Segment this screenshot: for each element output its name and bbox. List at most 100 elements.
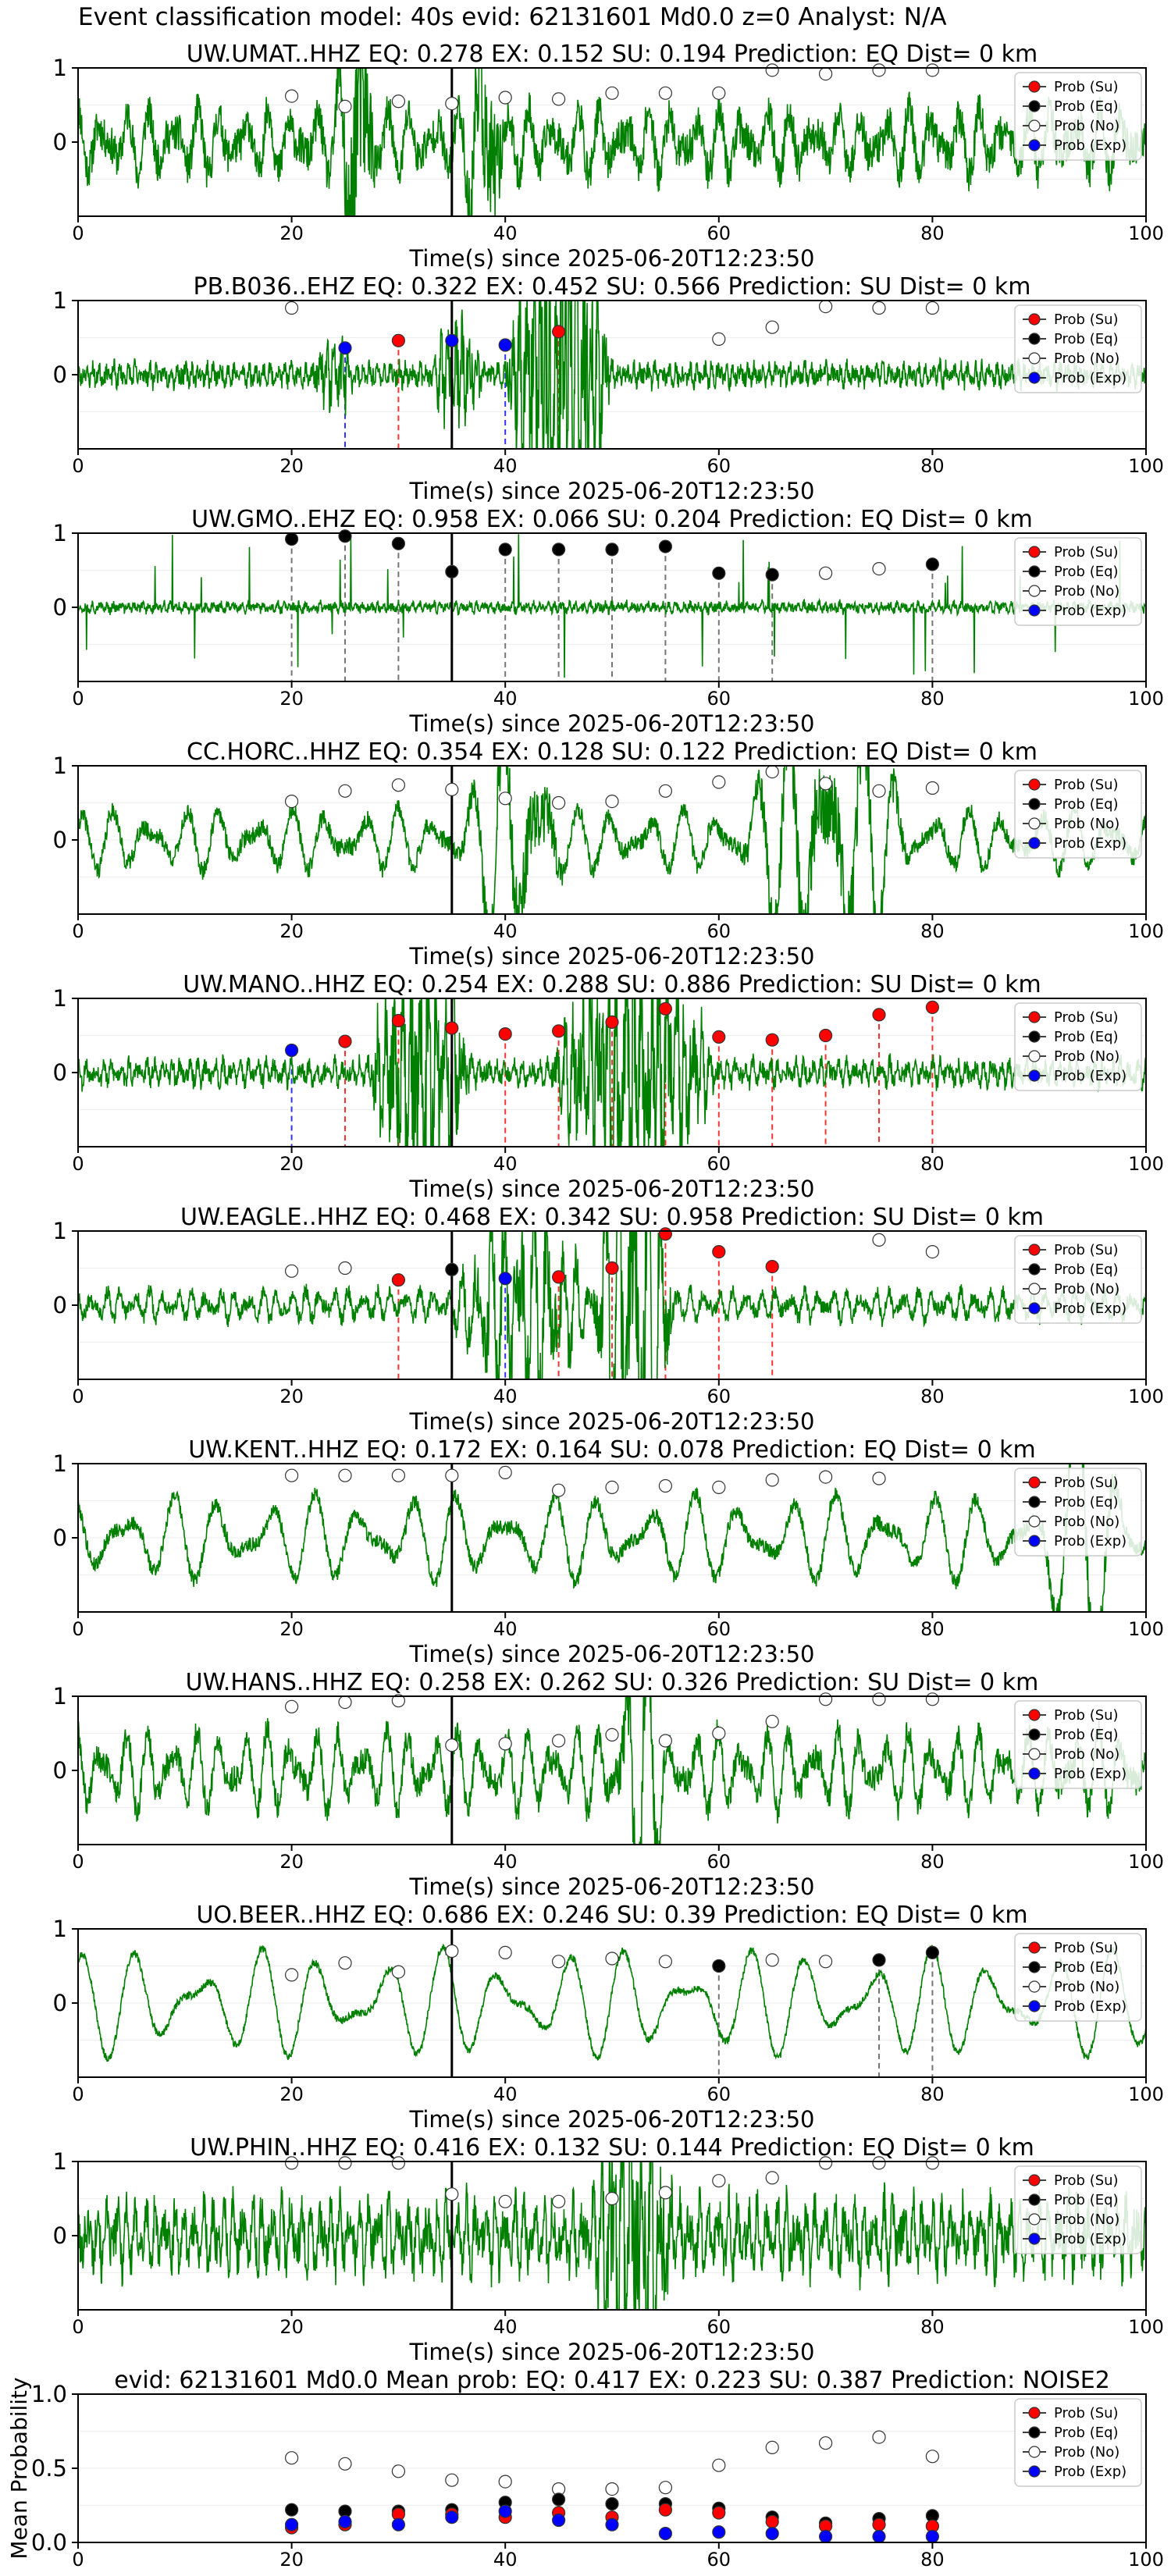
legend-label: Prob (Su) [1054, 1475, 1119, 1491]
legend-marker-exp [1028, 1069, 1041, 1082]
prob-point-no [498, 1465, 512, 1480]
x-tick-label: 20 [279, 2316, 304, 2338]
panel-title: UW.PHIN..HHZ EQ: 0.416 EX: 0.132 SU: 0.1… [190, 2134, 1034, 2161]
y-tick-label: 1 [53, 287, 67, 314]
mean-point-su [872, 2517, 886, 2532]
x-tick-label: 60 [707, 1851, 731, 1873]
x-tick-label: 60 [707, 1153, 731, 1175]
prob-point-su [551, 1024, 566, 1038]
legend-marker-exp [1028, 604, 1041, 617]
prob-point-no [551, 2194, 566, 2208]
legend-label: Prob (Exp) [1054, 1068, 1127, 1084]
y-tick-label: 0 [53, 594, 67, 621]
legend-marker-eq [1028, 565, 1041, 578]
mean-point-exp [338, 2514, 352, 2528]
prob-point-no [872, 2156, 886, 2170]
legend-label: Prob (Exp) [1054, 1533, 1127, 1550]
legend-marker-exp [1028, 837, 1041, 849]
x-tick-label: 20 [279, 1618, 304, 1640]
panel-title: evid: 62131601 Md0.0 Mean prob: EQ: 0.41… [114, 2367, 1110, 2394]
x-tick-label: 20 [279, 1386, 304, 1407]
x-tick-label: 40 [493, 2549, 518, 2571]
prob-point-no [605, 2191, 619, 2206]
y-tick-label: 0 [53, 1525, 67, 1551]
prob-point-no [551, 92, 566, 106]
prob-point-no [818, 2156, 833, 2170]
waveform-trace [78, 1464, 1146, 1612]
prob-point-su [712, 1244, 726, 1259]
prob-point-exp [285, 1043, 299, 1058]
prob-point-no [872, 301, 886, 315]
waveform-trace [78, 998, 1146, 1147]
prob-point-eq [925, 557, 940, 571]
prob-point-no [818, 1955, 833, 1969]
mean-point-exp [498, 2504, 512, 2518]
waveform-trace [78, 68, 1146, 216]
legend-label: Prob (Su) [1054, 777, 1119, 793]
panel-uo-beer--hhz: UO.BEER..HHZ EQ: 0.686 EX: 0.246 SU: 0.3… [53, 1902, 1164, 2133]
x-tick-label: 40 [493, 1851, 518, 1873]
prob-point-no [498, 1945, 512, 1959]
x-tick-label: 0 [72, 688, 84, 710]
mean-point-exp [765, 2527, 779, 2541]
legend-label: Prob (Exp) [1054, 1998, 1127, 2015]
legend-label: Prob (No) [1054, 1514, 1119, 1530]
mean-point-eq [285, 2503, 299, 2517]
waveform-trace [78, 534, 1146, 678]
y-tick-label: 0.0 [31, 2529, 67, 2556]
prob-point-exp [445, 333, 459, 347]
prob-point-no [391, 1468, 405, 1482]
mean-point-no [872, 2430, 886, 2444]
panel-uw-umat--hhz: UW.UMAT..HHZ EQ: 0.278 EX: 0.152 SU: 0.1… [53, 41, 1164, 272]
x-tick-label: 60 [707, 222, 731, 244]
prob-point-exp [338, 341, 352, 355]
legend-label: Prob (Eq) [1054, 1727, 1119, 1743]
legend-label: Prob (Exp) [1054, 835, 1127, 852]
mean-point-no [818, 2436, 833, 2450]
y-tick-label: 1 [53, 520, 67, 546]
prob-point-su [765, 1259, 779, 1274]
legend-label: Prob (Su) [1054, 1707, 1119, 1724]
panel-uw-hans--hhz: UW.HANS..HHZ EQ: 0.258 EX: 0.262 SU: 0.3… [53, 1669, 1164, 1900]
x-tick-label: 60 [707, 2549, 731, 2571]
mean-point-exp [658, 2527, 673, 2541]
prob-point-eq [551, 543, 566, 557]
legend-label: Prob (Exp) [1054, 2231, 1127, 2247]
x-tick-label: 100 [1128, 455, 1164, 477]
legend: Prob (Su) Prob (Eq) Prob (No) Prob (Exp) [1014, 72, 1142, 161]
prob-point-no [338, 1695, 352, 1710]
legend-marker-no [1028, 1515, 1041, 1528]
legend-label: Prob (Eq) [1054, 2192, 1119, 2208]
prob-point-eq [658, 539, 673, 553]
legend-label: Prob (No) [1054, 583, 1119, 600]
y-tick-label: 1 [53, 985, 67, 1012]
legend-label: Prob (Eq) [1054, 98, 1119, 115]
prob-point-no [658, 784, 673, 798]
legend-label: Prob (No) [1054, 2211, 1119, 2228]
x-axis-label: Time(s) since 2025-06-20T12:23:50 [409, 2106, 815, 2133]
legend-label: Prob (No) [1054, 1281, 1119, 1297]
prob-point-eq [445, 1262, 459, 1277]
prob-point-su [605, 1015, 619, 1030]
legend-marker-no [1028, 352, 1041, 365]
mean-point-no [391, 2464, 405, 2478]
y-tick-label: 1 [53, 55, 67, 81]
panel-uw-phin--hhz: UW.PHIN..HHZ EQ: 0.416 EX: 0.132 SU: 0.1… [53, 2134, 1164, 2365]
y-tick-label: 0 [53, 2222, 67, 2249]
prob-point-no [712, 775, 726, 789]
x-tick-label: 40 [493, 2083, 518, 2105]
mean-point-su [658, 2503, 673, 2517]
x-tick-label: 80 [920, 222, 945, 244]
prob-point-eq [872, 1953, 886, 1967]
mean-point-su [765, 2514, 779, 2528]
panel-title: UW.EAGLE..HHZ EQ: 0.468 EX: 0.342 SU: 0.… [180, 1204, 1044, 1231]
mean-point-su [712, 2506, 726, 2520]
x-tick-label: 40 [493, 920, 518, 942]
prob-point-su [658, 1227, 673, 1241]
prob-point-no [445, 1738, 459, 1752]
legend-label: Prob (No) [1054, 1048, 1119, 1065]
x-axis-label: Time(s) since 2025-06-20T12:23:50 [409, 1641, 815, 1667]
x-tick-label: 60 [707, 455, 731, 477]
x-tick-label: 80 [920, 1153, 945, 1175]
legend-label: Prob (Eq) [1054, 1029, 1119, 1045]
